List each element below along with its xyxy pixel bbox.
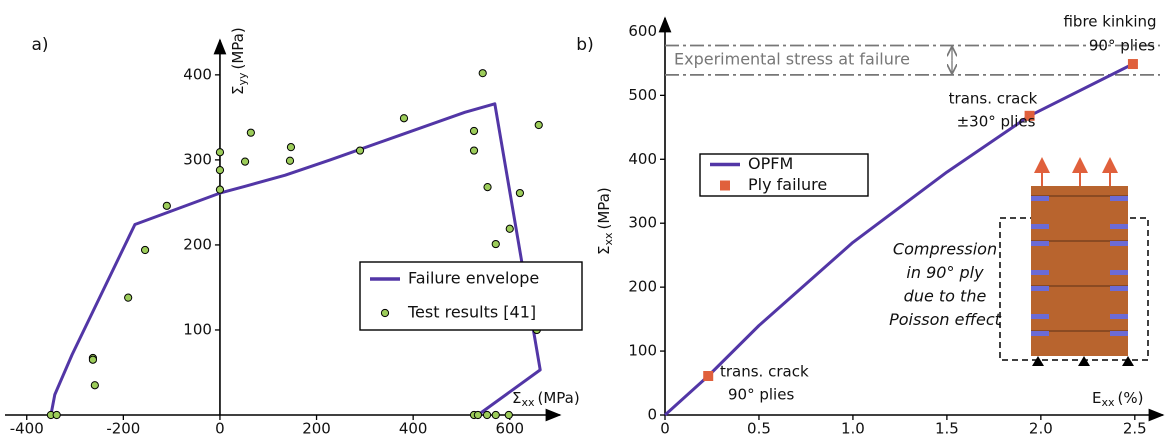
test-point: [483, 183, 492, 192]
legend-box: [359, 261, 583, 331]
axis-label-subscript: yy: [236, 72, 249, 86]
test-point: [124, 293, 133, 302]
test-point: [162, 201, 171, 210]
x-tick-label: -400: [10, 420, 44, 438]
inset-text: Compression: [893, 240, 997, 259]
y-tick-label: 100: [183, 320, 212, 338]
test-point: [482, 410, 492, 420]
inset-text: Poisson effect: [889, 310, 1002, 329]
y-tick-label: 300: [183, 150, 212, 168]
x-tick-label: -200: [106, 420, 140, 438]
x-tick-label: 2.5: [1123, 420, 1147, 438]
y-tick-label: 600: [628, 22, 657, 40]
test-point: [285, 156, 295, 165]
test-point: [473, 410, 482, 420]
test-point: [215, 185, 225, 194]
x-tick-label: 400: [399, 420, 428, 438]
inset-text: due to the: [904, 287, 987, 306]
y-tick-label: 500: [628, 86, 657, 104]
y-tick-label: 300: [628, 214, 657, 232]
test-point: [399, 114, 409, 123]
y-tick-label: 200: [183, 235, 212, 253]
x-tick-label: 1.0: [841, 420, 865, 438]
test-point: [478, 69, 487, 78]
axis-label-unit: (%): [1118, 389, 1144, 407]
test-point: [491, 410, 500, 420]
panel-label: a): [31, 35, 48, 55]
test-point: [504, 410, 513, 420]
legend-swatch: [380, 308, 390, 318]
reference-label: Experimental stress at failure: [674, 50, 910, 69]
test-point: [355, 146, 365, 155]
annotation: trans. crack: [949, 90, 1038, 108]
test-point: [286, 143, 296, 152]
x-tick-label: 2.0: [1029, 420, 1053, 438]
test-point: [469, 146, 479, 155]
axis-label-symbol: E: [1092, 389, 1101, 407]
axis-label-unit: (MPa): [229, 27, 247, 69]
axis-label-subscript: xx: [1101, 396, 1115, 409]
series-line: [49, 102, 542, 417]
axis-label-unit: (MPa): [538, 389, 580, 407]
ply-failure-marker: [703, 371, 714, 382]
axis-label: Σxx (MPa): [595, 187, 616, 255]
legend-label: OPFM: [748, 154, 793, 173]
reference-label-bg: [668, 49, 940, 72]
axis-label: Exx (%): [1092, 389, 1143, 410]
annotation: 90° plies: [728, 386, 794, 404]
annotation: 90° plies: [1089, 37, 1155, 55]
axis-label-subscript: xx: [521, 396, 535, 409]
axis-label: Σyy (MPa): [229, 27, 250, 95]
axis-label-symbol: Σ: [512, 389, 521, 407]
x-tick-label: 600: [495, 420, 524, 438]
x-tick-label: 1.5: [935, 420, 959, 438]
inset-diagram: [999, 157, 1149, 366]
axis-label-symbol: Σ: [595, 246, 613, 255]
ply-failure-marker: [1127, 59, 1138, 70]
x-tick-label: 0: [215, 420, 225, 438]
legend-label: Ply failure: [748, 175, 827, 194]
ply-failure-marker: [1024, 110, 1035, 121]
panel-label: b): [576, 35, 593, 55]
test-point: [246, 128, 255, 137]
test-point: [469, 126, 479, 136]
inset-text: in 90° ply: [906, 263, 984, 282]
test-point: [491, 239, 500, 249]
test-point: [215, 148, 225, 157]
test-point: [90, 381, 99, 390]
x-tick-label: 0: [660, 420, 670, 438]
axis-label-subscript: xx: [602, 232, 615, 246]
axis-label-symbol: Σ: [229, 86, 247, 95]
x-tick-label: 0.5: [747, 420, 771, 438]
legend-label: Failure envelope: [408, 269, 539, 288]
test-point: [534, 120, 543, 130]
test-point: [52, 410, 61, 420]
x-tick-label: 200: [302, 420, 331, 438]
test-point: [140, 245, 150, 255]
axis-label-unit: (MPa): [595, 187, 613, 229]
test-point: [505, 224, 514, 233]
y-tick-label: 400: [183, 65, 212, 83]
annotation: fibre kinking: [1063, 13, 1156, 31]
legend-swatch: [720, 180, 730, 191]
annotation: trans. crack: [720, 363, 809, 381]
y-tick-label: 200: [628, 278, 657, 296]
y-tick-label: 100: [628, 342, 657, 360]
axis-label: Σxx(MPa): [512, 389, 580, 410]
y-tick-label: 400: [628, 150, 657, 168]
test-point: [215, 166, 225, 175]
y-tick-label: 0: [647, 406, 657, 424]
test-point: [515, 188, 525, 198]
test-point: [88, 355, 98, 364]
annotation: ±30° plies: [957, 113, 1036, 131]
test-point: [240, 157, 250, 166]
legend-label: Test results [41]: [407, 303, 536, 322]
